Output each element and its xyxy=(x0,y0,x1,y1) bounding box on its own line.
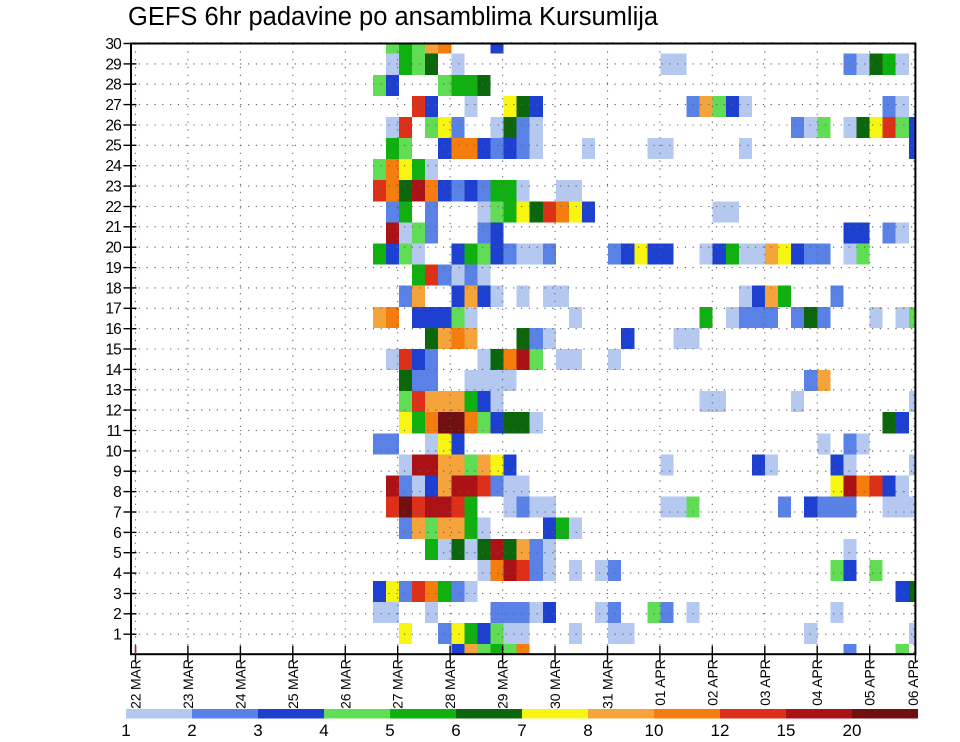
svg-text:27: 27 xyxy=(105,97,121,114)
svg-text:03 APR: 03 APR xyxy=(757,659,773,705)
svg-text:17: 17 xyxy=(105,301,121,318)
svg-text:15: 15 xyxy=(105,341,121,358)
svg-text:01 APR: 01 APR xyxy=(652,659,668,705)
svg-text:18: 18 xyxy=(105,280,121,297)
svg-text:1: 1 xyxy=(121,721,130,740)
svg-text:15: 15 xyxy=(777,721,796,740)
svg-text:13: 13 xyxy=(105,382,121,399)
svg-text:29 MAR: 29 MAR xyxy=(495,659,511,708)
svg-text:05 APR: 05 APR xyxy=(862,659,878,705)
svg-text:12: 12 xyxy=(105,403,121,420)
svg-text:16: 16 xyxy=(105,321,121,338)
svg-text:6: 6 xyxy=(113,525,121,542)
svg-text:02 APR: 02 APR xyxy=(704,659,720,705)
svg-text:6: 6 xyxy=(451,721,460,740)
svg-text:10: 10 xyxy=(645,721,664,740)
svg-text:3: 3 xyxy=(253,721,262,740)
svg-text:20: 20 xyxy=(843,721,862,740)
svg-text:24: 24 xyxy=(105,158,122,175)
svg-text:10: 10 xyxy=(105,443,122,460)
svg-text:30: 30 xyxy=(105,36,122,53)
svg-text:19: 19 xyxy=(105,260,121,277)
svg-text:1: 1 xyxy=(113,627,121,644)
svg-text:12: 12 xyxy=(711,721,730,740)
svg-text:27 MAR: 27 MAR xyxy=(390,659,406,708)
svg-text:23 MAR: 23 MAR xyxy=(180,659,196,708)
svg-text:11: 11 xyxy=(107,423,122,440)
svg-text:3: 3 xyxy=(113,586,121,603)
svg-text:5: 5 xyxy=(113,545,121,562)
svg-text:2: 2 xyxy=(187,721,196,740)
svg-text:30 MAR: 30 MAR xyxy=(547,659,563,708)
svg-text:22: 22 xyxy=(105,199,121,216)
svg-text:GEFS 6hr padavine po ansamblim: GEFS 6hr padavine po ansamblima Kursumli… xyxy=(128,3,659,31)
svg-text:21: 21 xyxy=(105,219,121,236)
svg-text:7: 7 xyxy=(113,504,121,521)
svg-text:20: 20 xyxy=(105,240,122,257)
svg-text:26: 26 xyxy=(105,117,121,134)
svg-text:2: 2 xyxy=(113,606,121,623)
svg-text:25 MAR: 25 MAR xyxy=(285,659,301,708)
svg-text:5: 5 xyxy=(385,721,394,740)
svg-text:04 APR: 04 APR xyxy=(809,659,825,705)
svg-text:24 MAR: 24 MAR xyxy=(232,659,248,708)
svg-text:8: 8 xyxy=(113,484,121,501)
svg-text:26 MAR: 26 MAR xyxy=(337,659,353,708)
svg-text:29: 29 xyxy=(105,56,121,73)
svg-text:7: 7 xyxy=(517,721,526,740)
svg-text:28 MAR: 28 MAR xyxy=(442,659,458,708)
svg-text:25: 25 xyxy=(105,138,121,155)
svg-text:9: 9 xyxy=(113,464,121,481)
svg-text:8: 8 xyxy=(583,721,592,740)
svg-text:06 APR: 06 APR xyxy=(905,659,921,705)
svg-text:4: 4 xyxy=(319,721,328,740)
svg-text:31 MAR: 31 MAR xyxy=(600,659,616,708)
svg-text:22 MAR: 22 MAR xyxy=(128,659,144,708)
svg-text:4: 4 xyxy=(113,566,122,583)
svg-text:23: 23 xyxy=(105,179,121,196)
svg-text:28: 28 xyxy=(105,77,121,94)
svg-text:14: 14 xyxy=(105,362,122,379)
